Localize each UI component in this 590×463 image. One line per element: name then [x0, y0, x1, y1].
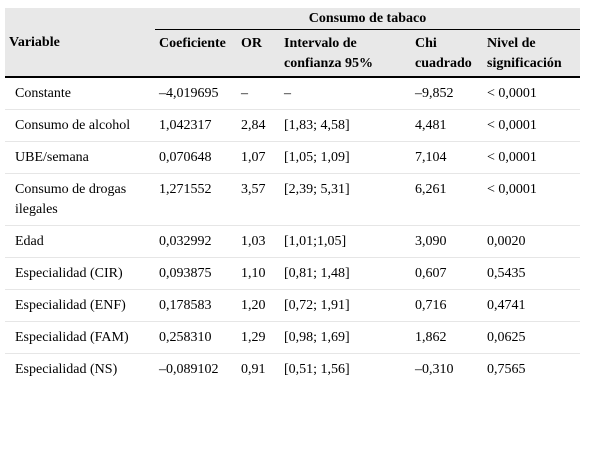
table-row: Consumo de alcohol 1,042317 2,84 [1,83; 4,5… — [5, 109, 580, 142]
cell-variable: Constante — [5, 77, 155, 110]
table-row: UBE/semana 0,070648 1,07 [1,05; 1,09] 7,104 <… — [5, 141, 580, 174]
table-row: Constante –4,019695– – –9,852 < 0,0001 — [5, 77, 580, 110]
cell-or: 0,91 — [241, 362, 266, 377]
cell-intervalo: [0,72; 1,91] — [280, 289, 411, 322]
table-row: Especialidad (ENF) 0,178583 1,20 [0,72; 1,9… — [5, 289, 580, 322]
table-body: Constante –4,019695– – –9,852 < 0,0001 Consum… — [5, 77, 580, 385]
cell-variable: Especialidad (NS) — [15, 362, 118, 377]
cell-significacion: < 0,0001 — [483, 141, 580, 174]
header-group-row: Variable Consumo de tabaco — [5, 8, 580, 78]
cell-coeficiente: 1,271552 — [155, 173, 237, 226]
cell-chi: 0,607 — [411, 257, 483, 290]
regression-table-container: Variable Consumo de tabaco Coeficiente O… — [5, 8, 580, 385]
cell-variable: UBE/semana — [5, 141, 155, 174]
cell-significacion: 0,0020 — [483, 225, 580, 258]
cell-chi: –0,310 — [415, 362, 454, 377]
col-header-coeficiente: Coeficiente — [155, 29, 237, 78]
cell-chi: 6,261 — [411, 173, 483, 226]
cell-or: 1,07 — [237, 141, 280, 174]
col-header-chi: Chi cuadrado — [411, 29, 483, 78]
cell-chi: 3,090 — [411, 225, 483, 258]
cell-or: 1,10 — [237, 257, 280, 290]
table-row: Consumo de drogas ilegales 1,271552 3,57 [2… — [5, 173, 580, 226]
regression-table: Variable Consumo de tabaco Coeficiente O… — [5, 8, 580, 385]
cell-coeficiente: 0,070648 — [155, 141, 237, 174]
cell-coeficiente: –4,019695 — [155, 77, 237, 110]
table-row: Especialidad (NS) –0,089102 0,91 [0,51; 1,5… — [5, 354, 580, 386]
cell-coeficiente: 1,042317 — [155, 109, 237, 142]
cell-coeficiente: –0,089102 — [159, 362, 219, 377]
cell-intervalo: [1,01;1,05] — [280, 225, 411, 258]
col-group-header: Consumo de tabaco — [155, 8, 580, 30]
cell-significacion: 0,7565 — [487, 362, 526, 377]
cell-significacion: 0,0625 — [483, 321, 580, 354]
cell-chi: 4,481 — [411, 109, 483, 142]
cell-or: 2,84 — [237, 109, 280, 142]
cell-or: 1,03 — [237, 225, 280, 258]
cell-coeficiente: 0,258310 — [155, 321, 237, 354]
cell-coeficiente: 0,032992 — [155, 225, 237, 258]
cell-or: 1,29 — [237, 321, 280, 354]
cell-variable: Especialidad (CIR) — [5, 257, 155, 290]
cell-significacion: 0,4741 — [483, 289, 580, 322]
cell-intervalo: [0,51; 1,56] — [284, 362, 350, 377]
cell-coeficiente: 0,178583 — [155, 289, 237, 322]
col-header-variable: Variable — [5, 8, 155, 78]
col-header-or: OR — [237, 29, 280, 78]
cell-coeficiente: 0,093875 — [155, 257, 237, 290]
table-row: Especialidad (FAM) 0,258310 1,29 [0,98; 1,6… — [5, 321, 580, 354]
cell-chi: 1,862 — [411, 321, 483, 354]
cell-intervalo: [2,39; 5,31] — [280, 173, 411, 226]
cell-variable: Especialidad (ENF) — [5, 289, 155, 322]
cell-variable: Consumo de drogas ilegales — [5, 173, 155, 226]
cell-intervalo: [1,83; 4,58] — [280, 109, 411, 142]
table-row: Especialidad (CIR) 0,093875 1,10 [0,81; 1,4… — [5, 257, 580, 290]
cell-chi: 7,104 — [411, 141, 483, 174]
col-header-significacion: Nivel de significación — [483, 29, 580, 78]
cell-significacion: < 0,0001 — [483, 109, 580, 142]
cell-variable: Edad — [5, 225, 155, 258]
table-row: Edad 0,032992 1,03 [1,01;1,05] 3,090 0,0020 — [5, 225, 580, 258]
header-columns-row: Coeficiente OR Intervalo de confianza 95… — [5, 29, 580, 78]
cell-chi: 0,716 — [411, 289, 483, 322]
col-header-intervalo: Intervalo de confianza 95% — [280, 29, 411, 78]
cell-intervalo: [0,81; 1,48] — [280, 257, 411, 290]
cell-significacion: 0,5435 — [483, 257, 580, 290]
cell-intervalo: [0,98; 1,69] — [280, 321, 411, 354]
cell-or: – — [237, 77, 280, 110]
cell-variable: Consumo de alcohol — [5, 109, 155, 142]
cell-significacion: < 0,0001 — [483, 77, 580, 110]
table-header: Variable Consumo de tabaco Coeficiente O… — [5, 8, 580, 78]
cell-or: 3,57 — [237, 173, 280, 226]
cell-chi: –9,852 — [411, 77, 483, 110]
cell-intervalo: – — [280, 77, 411, 110]
cell-variable: Especialidad (FAM) — [5, 321, 155, 354]
cell-intervalo: [1,05; 1,09] — [280, 141, 411, 174]
cell-or: 1,20 — [237, 289, 280, 322]
cell-significacion: < 0,0001 — [483, 173, 580, 226]
